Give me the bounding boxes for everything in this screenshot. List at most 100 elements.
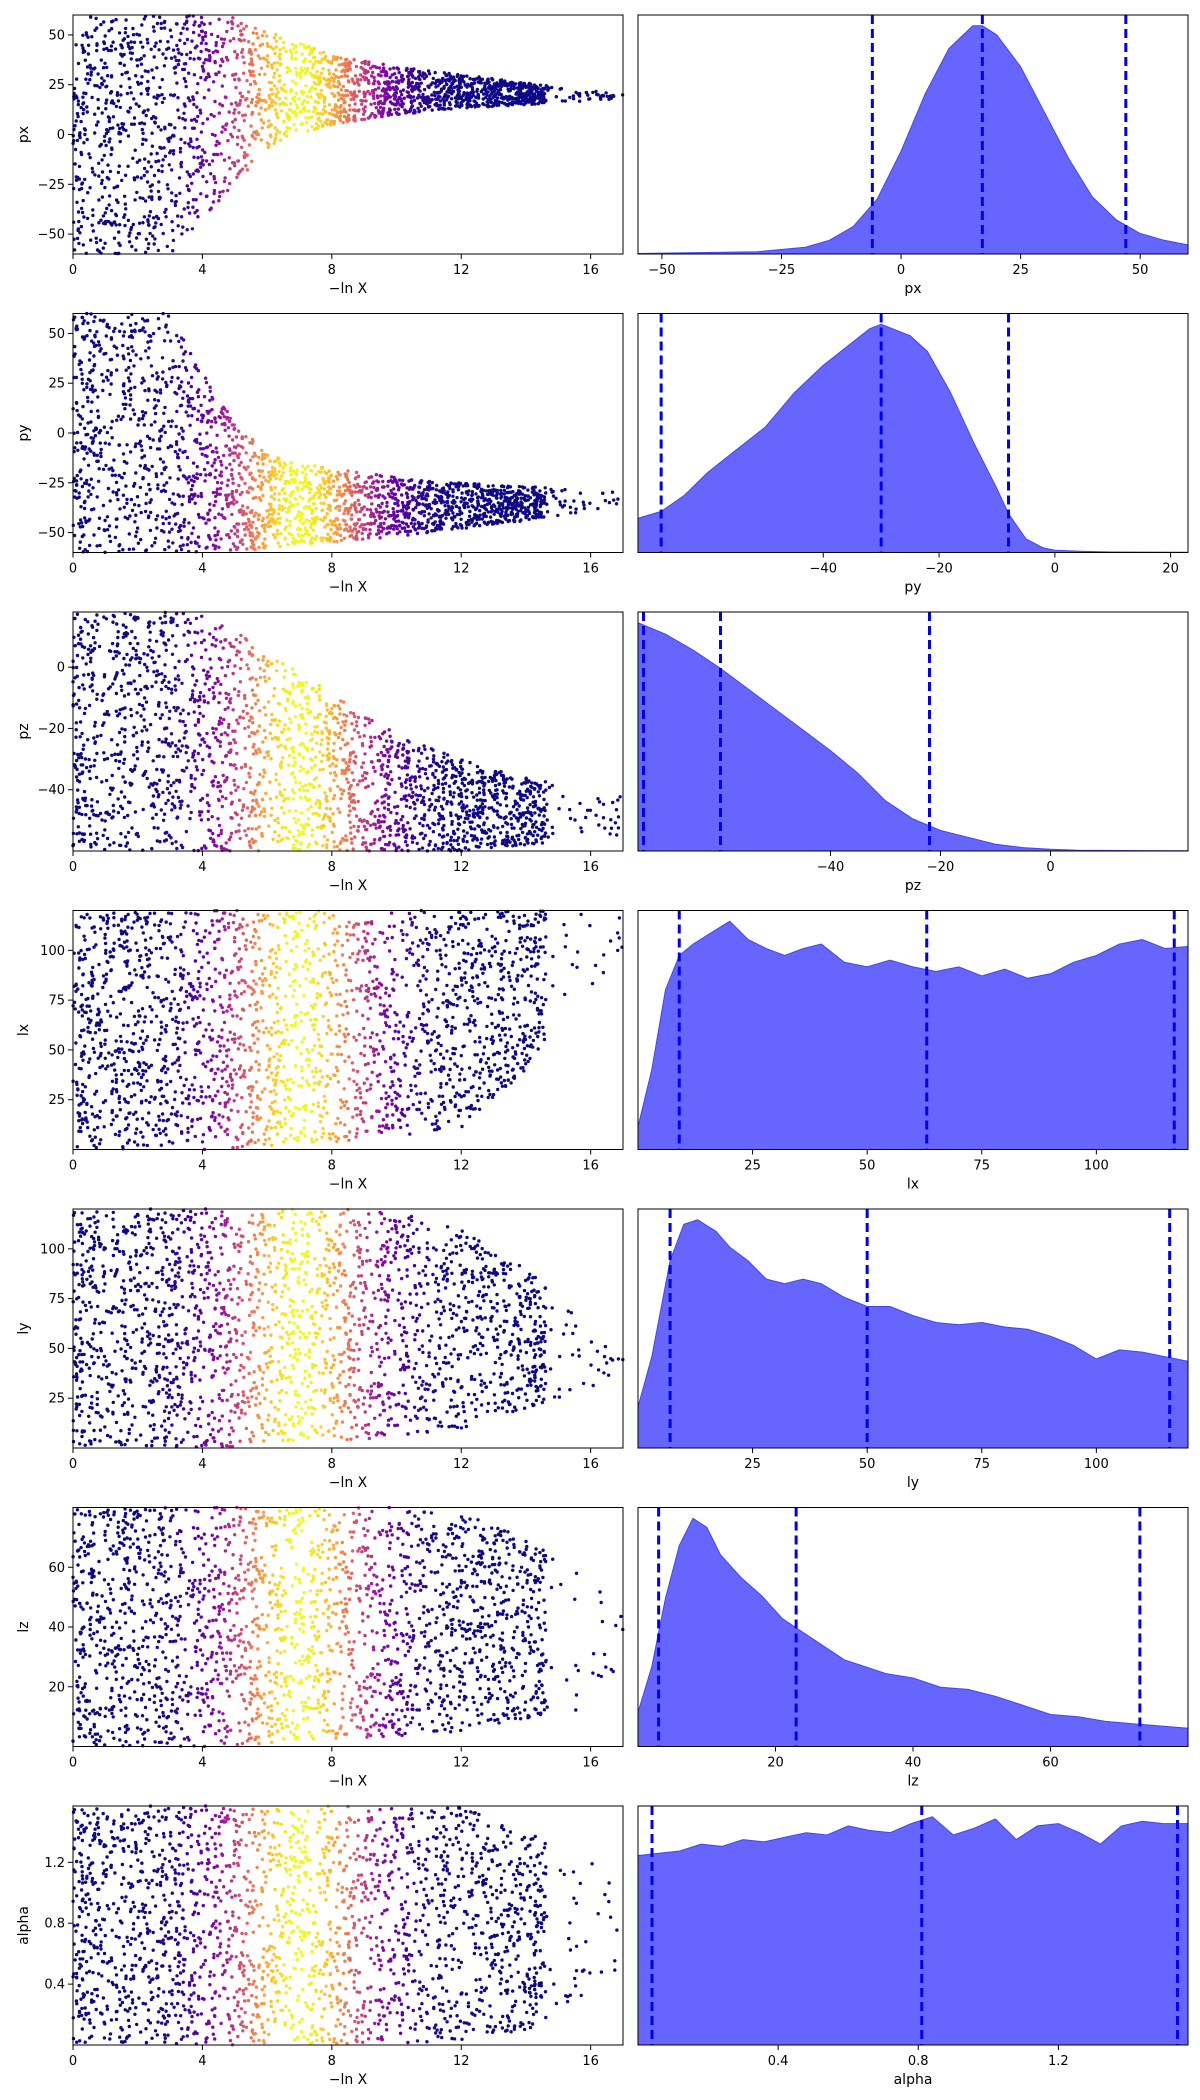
sample-point xyxy=(372,96,376,101)
sample-point xyxy=(82,426,87,430)
sample-point xyxy=(538,83,543,87)
sample-point xyxy=(453,96,458,100)
sample-point xyxy=(108,169,113,174)
sample-point xyxy=(204,41,208,46)
sample-point xyxy=(126,41,130,46)
sample-point xyxy=(95,48,99,53)
sample-point xyxy=(438,95,442,99)
sample-point xyxy=(136,232,140,236)
sample-point xyxy=(423,772,428,776)
sample-point xyxy=(389,475,394,479)
sample-point xyxy=(80,524,85,529)
sample-point xyxy=(229,132,233,136)
sample-point xyxy=(399,97,403,101)
sample-point xyxy=(207,53,212,58)
sample-point xyxy=(178,384,182,388)
sample-point xyxy=(436,822,441,826)
sample-point xyxy=(594,89,598,94)
sample-point xyxy=(558,500,562,504)
sample-point xyxy=(410,89,414,93)
sample-point xyxy=(538,489,542,493)
sample-point xyxy=(96,415,101,420)
sample-point xyxy=(406,533,410,537)
sample-point xyxy=(332,55,336,59)
sample-point xyxy=(335,539,339,544)
sample-point xyxy=(233,164,237,168)
sample-point xyxy=(262,526,267,531)
sample-point xyxy=(234,788,238,792)
sample-point xyxy=(76,633,81,637)
sample-point xyxy=(510,501,515,506)
sample-point xyxy=(302,43,306,47)
sample-point xyxy=(81,243,86,247)
sample-point xyxy=(250,525,254,529)
sample-point xyxy=(213,627,218,631)
sample-point xyxy=(352,483,356,487)
sample-point xyxy=(79,763,83,767)
sample-point xyxy=(181,26,185,30)
sample-point xyxy=(160,164,164,168)
sample-point xyxy=(313,87,317,91)
sample-point xyxy=(163,740,168,744)
sample-point xyxy=(195,208,199,213)
sample-point xyxy=(229,102,234,106)
sample-point xyxy=(117,544,121,548)
sample-point xyxy=(277,521,282,525)
sample-point xyxy=(207,88,211,92)
posterior-density-area xyxy=(637,25,1189,255)
sample-point xyxy=(249,486,253,490)
sample-point xyxy=(246,90,251,94)
sample-point xyxy=(199,818,204,822)
sample-point xyxy=(187,495,191,499)
sample-point xyxy=(76,61,81,66)
sample-point xyxy=(166,314,171,318)
sample-point xyxy=(250,531,254,535)
sample-point xyxy=(226,58,230,62)
sample-point xyxy=(293,99,297,104)
sample-point xyxy=(82,141,86,145)
sample-point xyxy=(270,104,274,108)
sample-point xyxy=(192,479,196,484)
sample-point xyxy=(164,215,168,219)
sample-point xyxy=(138,464,142,468)
sample-point xyxy=(146,79,150,84)
sample-point xyxy=(199,130,204,134)
sample-point xyxy=(373,838,377,842)
sample-point xyxy=(476,500,480,504)
sample-point xyxy=(87,358,92,362)
sample-point xyxy=(142,17,146,21)
sample-point xyxy=(162,339,167,343)
sample-point xyxy=(477,515,481,519)
sample-point xyxy=(217,415,221,419)
sample-point xyxy=(527,517,531,521)
sample-point xyxy=(93,641,97,645)
sample-point xyxy=(177,464,181,469)
sample-point xyxy=(441,790,446,794)
sample-point xyxy=(318,111,322,116)
sample-point xyxy=(303,71,307,76)
sample-points xyxy=(71,311,620,554)
sample-point xyxy=(148,488,152,492)
sample-point xyxy=(239,460,243,465)
sample-point xyxy=(245,168,250,172)
sample-point xyxy=(192,494,196,498)
sample-point xyxy=(248,47,252,52)
sample-point xyxy=(464,526,469,530)
sample-point xyxy=(376,96,380,100)
sample-point xyxy=(379,474,384,478)
sample-point xyxy=(371,88,375,93)
sample-point xyxy=(224,444,229,448)
sample-point xyxy=(420,479,424,483)
sample-point xyxy=(240,50,244,55)
sample-point xyxy=(180,52,184,56)
sample-point xyxy=(257,825,261,829)
sample-point xyxy=(603,498,608,503)
sample-point xyxy=(459,496,464,500)
sample-point xyxy=(345,476,349,480)
sample-point xyxy=(610,490,615,494)
sample-point xyxy=(372,82,376,86)
sample-point xyxy=(158,39,162,43)
sample-point xyxy=(196,215,200,219)
sample-point xyxy=(116,414,121,418)
